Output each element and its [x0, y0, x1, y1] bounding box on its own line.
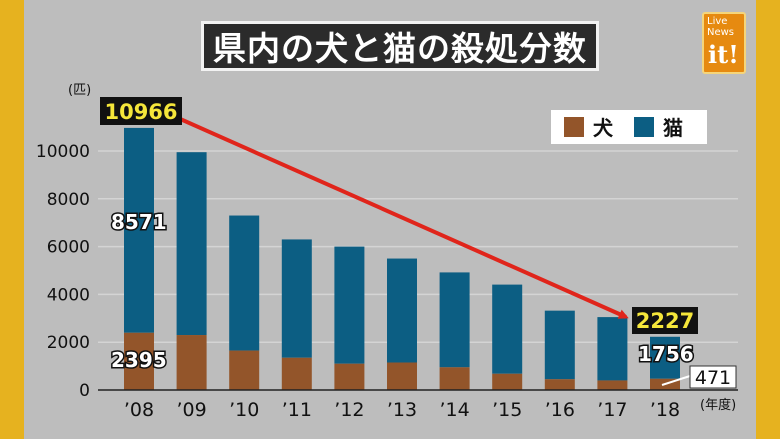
y-tick-label: 8000: [47, 190, 90, 210]
dog-first-label: 2395: [111, 348, 167, 372]
cat-first-label: 8571: [111, 210, 167, 234]
logo-line-2: News: [707, 27, 735, 38]
total-first-callout: 10966: [100, 97, 182, 125]
axes: 0 2000 4000 6000 8000 10000 ’08 ’09 ’10 ’11 ’12 ’13…: [36, 142, 738, 421]
bar-dog: [439, 367, 470, 390]
bar-dog: [176, 335, 207, 390]
x-tick-label: ’09: [176, 399, 206, 421]
logo-line-3: it!: [708, 40, 739, 69]
x-tick-label: ’10: [229, 399, 259, 421]
bar-dog: [544, 379, 575, 390]
bar-cat: [439, 272, 470, 368]
bars: [124, 127, 680, 390]
cat-last-label: 1756: [638, 342, 694, 366]
legend-label-dog: 犬: [593, 116, 614, 140]
dog-last-leader: [661, 375, 691, 386]
legend-label-cat: 猫: [663, 116, 683, 140]
bar-cat: [544, 310, 575, 380]
y-axis-label: (匹): [68, 83, 91, 98]
x-tick-label: ’14: [439, 399, 469, 421]
x-tick-label: ’13: [387, 399, 417, 421]
dog-last-box: [689, 365, 737, 389]
bar-dog: [229, 350, 260, 390]
dog-last-callout: 471: [661, 365, 737, 389]
y-tick-label: 4000: [47, 285, 90, 305]
total-first-box: [100, 97, 182, 125]
bar-cat: [124, 127, 154, 333]
legend: 犬 猫: [551, 110, 707, 144]
y-tick-label: 0: [79, 381, 90, 401]
x-tick-label: ’12: [334, 399, 364, 421]
x-axis-label: (年度): [700, 397, 736, 413]
bar-cat: [387, 258, 417, 363]
bar-cat: [176, 152, 207, 336]
bar-dog: [281, 357, 312, 390]
page-title: 県内の犬と猫の殺処分数: [201, 21, 599, 71]
dog-last-label: 471: [695, 367, 731, 389]
total-first-label: 10966: [104, 100, 177, 124]
bar-cat: [650, 336, 680, 379]
legend-swatch-dog: [564, 117, 584, 137]
logo-line-1: Live: [707, 16, 728, 27]
x-tick-label: ’17: [597, 399, 627, 421]
total-last-box: [632, 307, 698, 334]
bar-dog: [334, 363, 365, 390]
x-tick-label: ’18: [650, 399, 680, 421]
y-tick-label: 6000: [47, 238, 90, 258]
bar-cat: [229, 215, 260, 351]
bar-dog: [124, 332, 154, 390]
bar-cat: [334, 246, 365, 364]
total-last-callout: 2227: [632, 307, 698, 334]
bar-cat: [281, 239, 312, 358]
bar-dog: [597, 380, 628, 390]
x-tick-label: ’15: [492, 399, 522, 421]
bar-cat: [492, 284, 523, 374]
total-last-label: 2227: [636, 309, 694, 333]
legend-swatch-cat: [634, 117, 654, 137]
bar-dog: [387, 362, 417, 390]
bar-dog: [492, 373, 523, 390]
y-tick-label: 2000: [47, 333, 90, 353]
x-tick-label: ’11: [282, 399, 312, 421]
bar-cat: [597, 317, 628, 381]
y-tick-label: 10000: [36, 142, 90, 162]
x-tick-label: ’08: [124, 399, 154, 421]
x-tick-label: ’16: [545, 399, 575, 421]
live-news-it-logo: Live News it!: [702, 12, 746, 74]
trend-arrow: [177, 116, 629, 319]
